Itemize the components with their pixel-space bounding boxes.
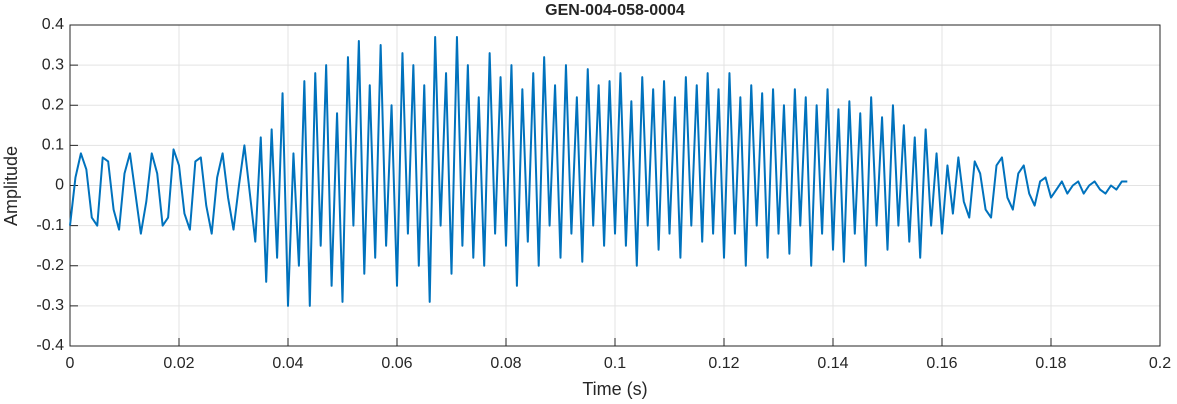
y-tick-label: -0.4 [36, 337, 64, 354]
y-tick-label: 0 [55, 177, 64, 194]
chart-title: GEN-004-058-0004 [545, 2, 685, 19]
y-tick-label: 0.3 [42, 56, 64, 73]
y-axis-label: Amplitude [1, 146, 21, 226]
y-tick-label: -0.2 [36, 257, 64, 274]
y-tick-label: -0.1 [36, 217, 64, 234]
y-tick-label: -0.3 [36, 297, 64, 314]
y-tick-label: 0.2 [42, 96, 64, 113]
y-tick-label: 0.4 [42, 16, 64, 33]
data-line [69, 36, 1128, 307]
x-tick-label: 0.06 [381, 355, 412, 372]
plot-frame [69, 24, 1161, 347]
x-tick-label: 0.2 [1149, 355, 1171, 372]
x-tick-label: 0.04 [272, 355, 303, 372]
x-tick-label: 0 [66, 355, 75, 372]
x-tick-label: 0.08 [490, 355, 521, 372]
x-tick-label: 0.1 [604, 355, 626, 372]
y-tick-label: 0.1 [42, 137, 64, 154]
x-tick-label: 0.14 [817, 355, 848, 372]
x-axis-label: Time (s) [582, 379, 647, 399]
x-tick-label: 0.02 [163, 355, 194, 372]
x-tick-label: 0.16 [926, 355, 957, 372]
x-tick-label: 0.18 [1035, 355, 1066, 372]
x-tick-label: 0.12 [708, 355, 739, 372]
